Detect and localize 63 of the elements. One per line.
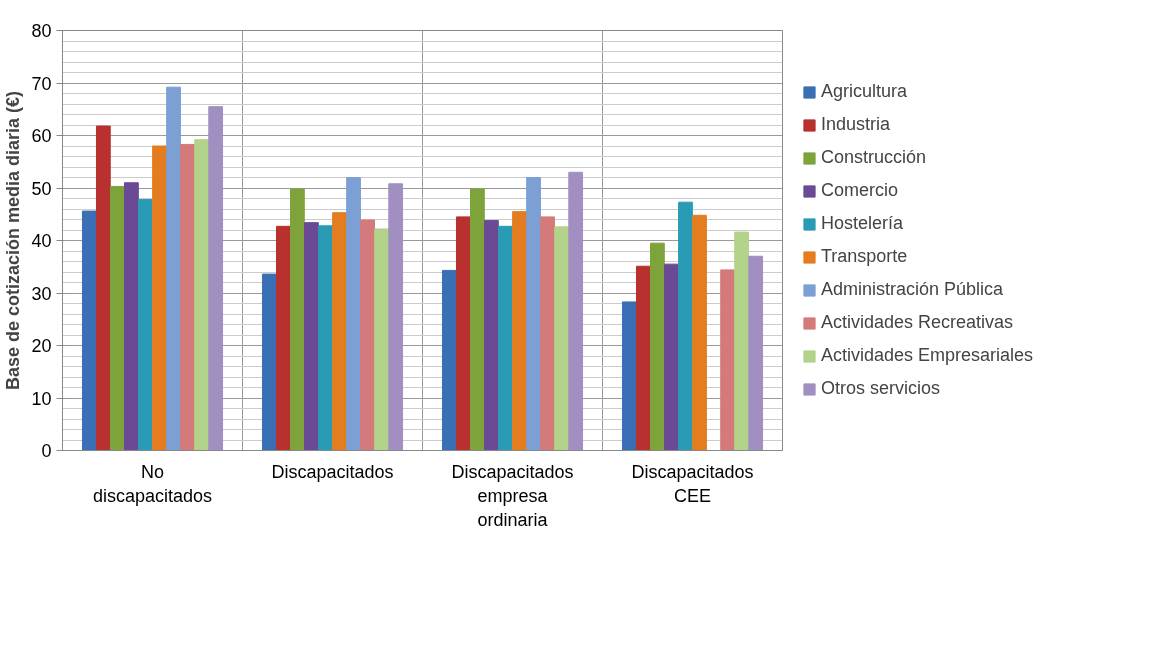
bar <box>526 177 541 451</box>
bar <box>152 145 167 451</box>
legend-label: Administración Pública <box>821 279 1004 300</box>
bar <box>360 219 375 451</box>
legend-label: Otros servicios <box>821 378 941 399</box>
legend-label: Agricultura <box>821 81 908 102</box>
legend-label: Transporte <box>821 246 908 267</box>
legend-label: Industria <box>821 114 891 135</box>
bar <box>512 211 527 451</box>
bar <box>621 301 637 451</box>
y-tick-label: 0 <box>41 441 52 461</box>
bar <box>635 265 651 451</box>
bar <box>304 222 319 451</box>
bar <box>110 185 125 451</box>
bar <box>346 177 361 451</box>
bar <box>180 143 195 451</box>
x-tick-label: Discapacitados CEE <box>631 461 754 506</box>
bar <box>318 225 333 451</box>
bar <box>194 139 210 451</box>
legend-label: Comercio <box>821 180 899 201</box>
bar <box>720 269 735 451</box>
bar <box>554 226 570 451</box>
bar <box>208 106 224 451</box>
bar <box>734 231 750 451</box>
y-tick-label: 80 <box>31 21 52 41</box>
x-tick-label: Discapacitados empresa ordinaria <box>451 461 574 530</box>
bar <box>568 171 584 451</box>
bar <box>441 269 457 451</box>
bar <box>748 255 764 451</box>
y-axis-title: Base de cotización media diaria (€) <box>3 90 24 391</box>
y-tick-label: 30 <box>31 283 52 304</box>
bar <box>138 199 153 451</box>
legend-label: Construcción <box>821 147 927 168</box>
bar <box>388 183 404 451</box>
legend-label: Actividades Empresariales <box>821 345 1034 366</box>
bar <box>484 220 499 451</box>
bar <box>332 212 347 451</box>
bar <box>81 210 97 451</box>
x-tick-label: Discapacitados <box>271 461 394 482</box>
legend-label: Hostelería <box>821 213 904 234</box>
bar <box>275 225 291 451</box>
bar <box>678 201 693 451</box>
x-tick-label: No discapacitados <box>92 461 213 506</box>
bar <box>374 228 390 451</box>
bar <box>470 188 485 451</box>
bar <box>650 242 665 451</box>
bar <box>124 182 139 451</box>
y-tick-label: 20 <box>31 336 52 356</box>
bar <box>166 86 181 451</box>
bar <box>455 216 471 451</box>
bar <box>95 125 111 451</box>
y-tick-label: 70 <box>31 73 52 94</box>
y-tick-label: 40 <box>31 231 52 251</box>
bar <box>261 273 277 451</box>
bar <box>540 216 555 451</box>
legend-label: Actividades Recreativas <box>821 312 1014 333</box>
y-tick-label: 10 <box>31 388 52 409</box>
y-tick-label: 60 <box>31 126 52 146</box>
bar <box>692 214 707 451</box>
y-tick-label: 50 <box>31 178 52 199</box>
bar <box>498 225 513 451</box>
bar <box>290 188 305 451</box>
bar <box>664 263 679 451</box>
